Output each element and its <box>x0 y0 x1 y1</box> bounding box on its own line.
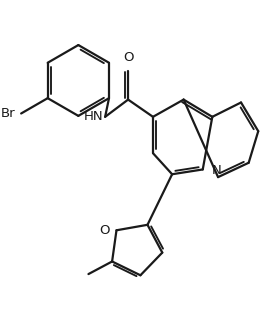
Text: Br: Br <box>1 107 15 120</box>
Text: O: O <box>99 224 110 237</box>
Text: N: N <box>211 164 221 177</box>
Text: HN: HN <box>84 110 103 123</box>
Text: O: O <box>123 51 133 64</box>
